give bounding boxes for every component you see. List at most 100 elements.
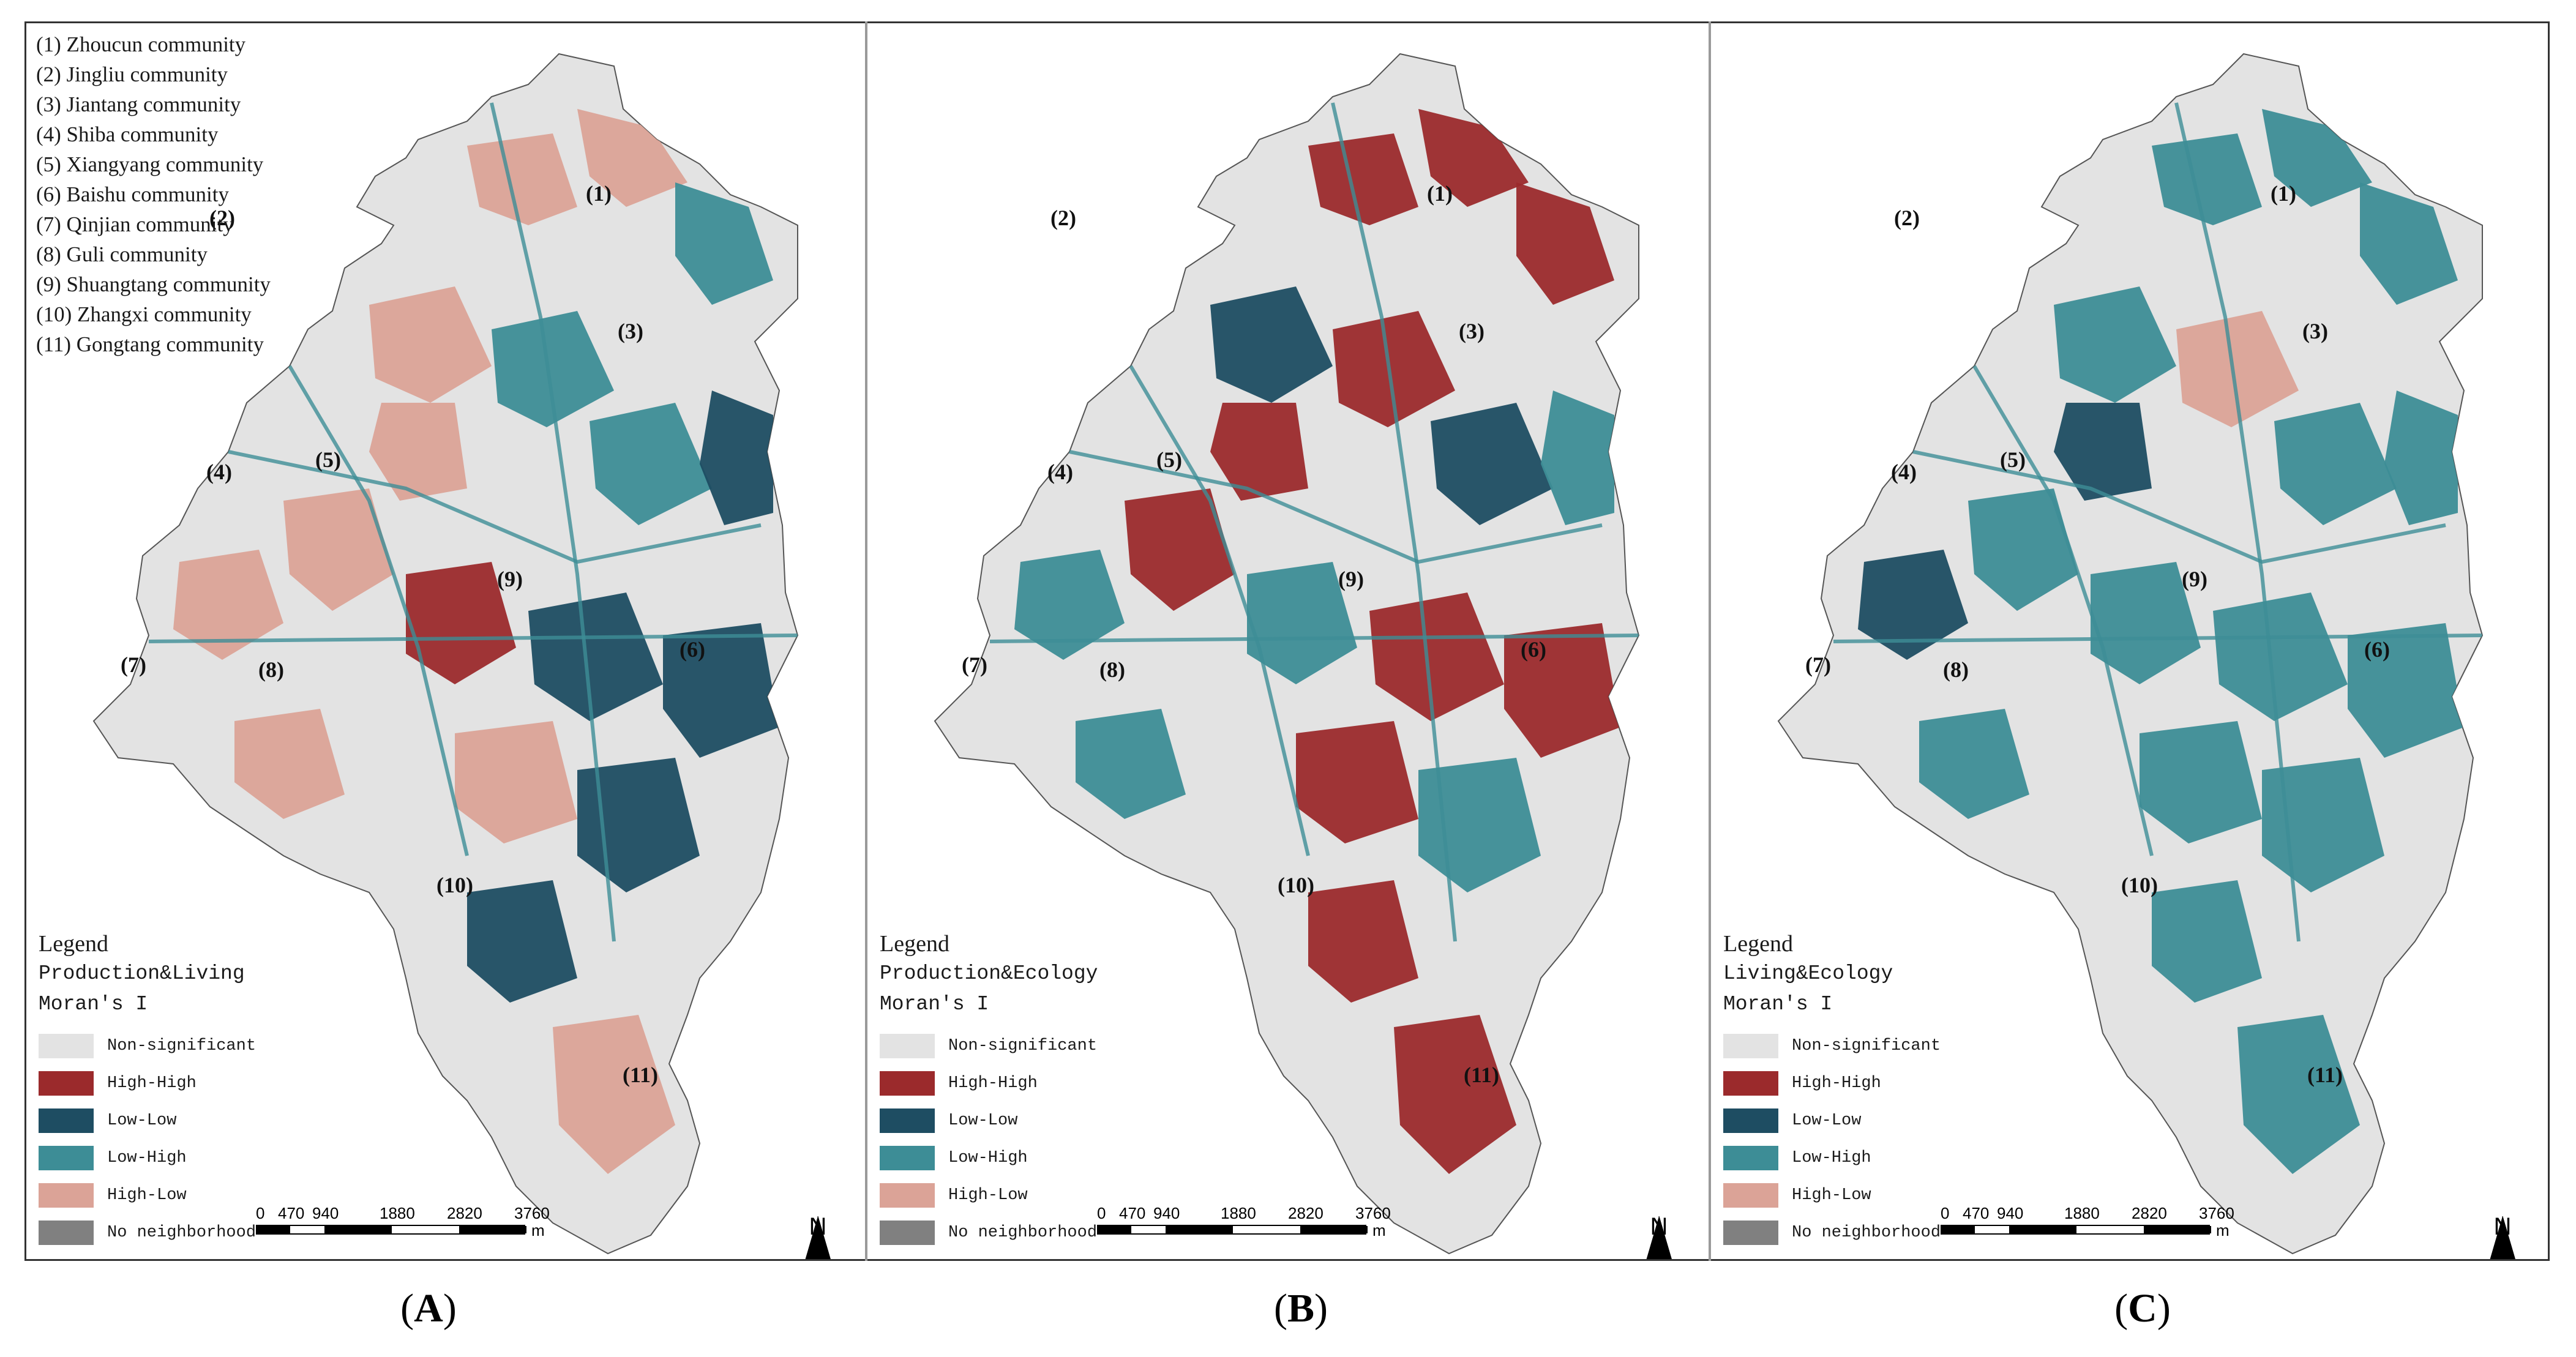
patch-west-1 — [1210, 286, 1333, 403]
patch-center-west — [1247, 562, 1357, 684]
patch-north — [1418, 109, 1529, 207]
community-map-label: (2) — [209, 206, 235, 230]
legend-swatch — [880, 1220, 935, 1245]
scale-tick-label: 0 — [256, 1204, 265, 1222]
patch-west-2 — [173, 550, 283, 660]
patch-south-west — [1919, 709, 2029, 819]
legend-swatch — [880, 1033, 935, 1058]
community-list-item: (2) Jingliu community — [36, 62, 228, 86]
scale-tick-label: 1880 — [380, 1204, 415, 1222]
patch-west-1 — [369, 286, 492, 403]
patch-south-1 — [1296, 721, 1418, 843]
legend-item: Non-significant — [39, 1027, 256, 1064]
patch-south-3 — [2152, 880, 2262, 1003]
legend-swatch — [1723, 1220, 1778, 1245]
community-map-label: (3) — [2302, 319, 2328, 343]
community-map-label: (5) — [2000, 447, 2026, 472]
map-svg: (1) (2) (3) (4) (5) (6) (7) (8) (9) (10) (11) — [92, 53, 799, 1255]
legend-item: No neighborhood — [880, 1214, 1098, 1251]
patch-east-south — [1504, 623, 1620, 758]
patch-south-west — [1076, 709, 1186, 819]
scale-bar: 0 470 940 1880 2820 3760 m — [256, 1204, 550, 1239]
legend-metric: Moran's I — [880, 993, 989, 1015]
community-map-label: (8) — [1099, 657, 1125, 682]
scale-tick-label: 1880 — [2064, 1204, 2100, 1222]
legend-item: High-High — [39, 1064, 256, 1102]
patch-center-south — [528, 593, 663, 721]
patch-west-3 — [1125, 488, 1235, 611]
road-diagonal — [1972, 365, 2154, 856]
community-map-label: (6) — [2364, 637, 2390, 662]
community-map-label: (4) — [1891, 460, 1917, 484]
scale-tick-label: 3760 — [2199, 1204, 2234, 1222]
community-map-label: (8) — [1943, 657, 1969, 682]
legend-layer-title: Living&Ecology — [1723, 962, 1893, 985]
patch-west-2 — [1014, 550, 1125, 660]
legend-label: Non-significant — [107, 1036, 256, 1055]
patch-center-north — [492, 311, 614, 427]
legend-label: Low-High — [948, 1148, 1028, 1167]
legend-swatch — [39, 1033, 94, 1058]
patch-west-2 — [1858, 550, 1968, 660]
community-map-label: (11) — [1464, 1063, 1499, 1087]
legend-label: High-High — [107, 1074, 197, 1093]
north-arrow-icon: N — [1634, 1213, 1683, 1259]
legend-item: Low-High — [880, 1139, 1098, 1176]
legend-label: No neighborhood — [107, 1223, 256, 1242]
community-map-label: (5) — [1156, 447, 1182, 472]
road-central — [1912, 450, 2446, 564]
legend-item: No neighborhood — [1723, 1214, 1941, 1251]
legend-label: High-Low — [948, 1186, 1028, 1205]
legend-item: Low-Low — [880, 1102, 1098, 1139]
north-arrow-icon: N — [2478, 1213, 2527, 1259]
legend-swatch — [880, 1183, 935, 1208]
legend-swatch — [1723, 1183, 1778, 1208]
scale-unit: m — [2216, 1221, 2230, 1239]
legend-swatch — [39, 1145, 94, 1170]
legend-item: Low-High — [39, 1139, 256, 1176]
patch-west-3 — [1968, 488, 2078, 611]
legend-item: High-Low — [1723, 1176, 1941, 1214]
patch-mid-west — [2054, 403, 2152, 501]
community-list: (1) Zhoucun community (2) Jingliu communi… — [36, 29, 271, 359]
patch-far-south — [1394, 1015, 1516, 1174]
patch-center — [2274, 403, 2397, 525]
panel-divider — [1709, 21, 1711, 1261]
legend-swatch — [1723, 1071, 1778, 1096]
map-svg: (1) (2) (3) (4) (5) (6) (7) (8) (9) (10) (11) — [1777, 53, 2484, 1255]
road-east-west — [148, 634, 798, 643]
scale-tick-label: 1880 — [1221, 1204, 1256, 1222]
community-map-label: (11) — [2307, 1063, 2343, 1087]
legend: Legend Production&Living Moran's I Non-sign… — [39, 929, 256, 1251]
community-map-label: (7) — [962, 652, 987, 677]
scale-tick-label: 940 — [312, 1204, 339, 1222]
legend-label: Non-significant — [948, 1036, 1098, 1055]
north-arrow-icon: N — [793, 1213, 842, 1259]
legend-item: Low-Low — [1723, 1102, 1941, 1139]
community-map-label: (3) — [1459, 319, 1485, 343]
patch-south-1 — [455, 721, 577, 843]
patch-south-3 — [1308, 880, 1418, 1003]
road-north-south — [2174, 102, 2301, 942]
legend-item: Low-Low — [39, 1102, 256, 1139]
patch-center-west — [2091, 562, 2201, 684]
community-map-label: (1) — [2271, 181, 2296, 206]
patch-far-south — [2237, 1015, 2360, 1174]
community-map-label: (8) — [258, 657, 284, 682]
legend-label: Non-significant — [1792, 1036, 1941, 1055]
legend-item: No neighborhood — [39, 1214, 256, 1251]
road-north-south — [1331, 102, 1457, 942]
patch-north-east — [2360, 182, 2458, 305]
legend-item: Non-significant — [880, 1027, 1098, 1064]
legend-layer-title: Production&Living — [39, 962, 245, 985]
scale-tick-label: 470 — [278, 1204, 305, 1222]
legend-label: Low-Low — [1792, 1111, 1862, 1130]
caption-b: (B) — [1274, 1286, 1328, 1331]
scale-tick-label: 0 — [1941, 1204, 1950, 1222]
legend-swatch — [39, 1220, 94, 1245]
patch-west-1 — [2054, 286, 2176, 403]
scale-tick-label: 3760 — [514, 1204, 550, 1222]
patch-north — [2262, 109, 2372, 207]
legend: Legend Production&Ecology Moran's I Non-sig… — [880, 929, 1098, 1251]
community-list-item: (8) Guli community — [36, 242, 208, 266]
